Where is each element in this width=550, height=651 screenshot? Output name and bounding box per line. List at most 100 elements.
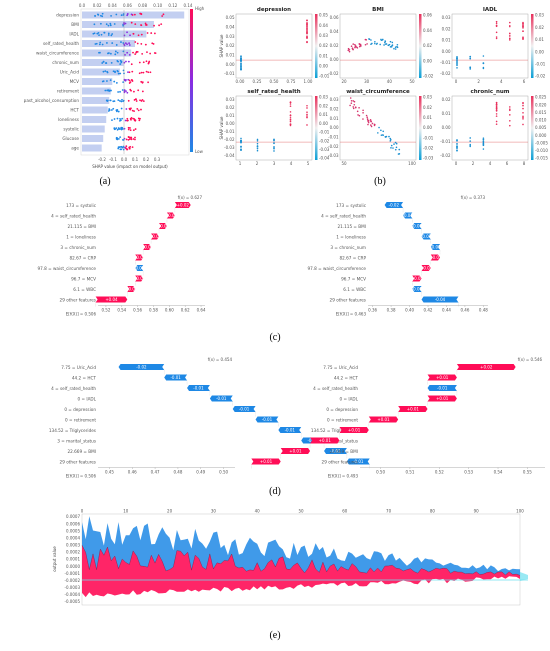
waterfall-x-tick: 0.46 — [460, 308, 469, 313]
colorbar-tick: 0.03 — [535, 13, 544, 18]
y-tick-label: 0.01 — [442, 38, 451, 43]
waterfall-x-tick: 0.55 — [523, 470, 532, 475]
shap-point — [96, 32, 99, 35]
shap-point — [109, 24, 112, 27]
shap-point — [116, 137, 119, 139]
top-tick-label: 0.10 — [153, 3, 162, 8]
waterfall-bar — [209, 395, 233, 402]
dependence-point — [482, 144, 485, 146]
waterfall-value: +0.01 — [141, 244, 154, 249]
shap-point — [117, 91, 120, 93]
x-tick-label: 6 — [506, 161, 509, 166]
shap-point — [97, 13, 100, 16]
shap-point — [151, 42, 154, 45]
dependence-point — [273, 146, 275, 148]
y-tick-label: -0.02 — [328, 144, 339, 149]
dependence-point — [482, 139, 485, 141]
colorbar-tick: 0.03 — [319, 33, 328, 38]
dependence-point — [469, 55, 472, 58]
plot-title: depression — [257, 7, 291, 13]
shap-point — [115, 82, 118, 84]
plot-frame — [451, 13, 529, 79]
shap-point — [122, 139, 125, 141]
dependence-point — [373, 124, 376, 127]
dependence-point — [352, 107, 355, 110]
waterfall-feature-label: 96.7 = MCV — [341, 277, 366, 282]
waterfall-feature-label: 22.669 = BMI — [329, 449, 358, 454]
waterfall-value: +0.01 — [133, 276, 146, 281]
dependence-point — [396, 43, 399, 46]
shap-point — [125, 145, 128, 148]
dependence-point — [522, 116, 524, 119]
dependence-point — [353, 100, 356, 103]
dependence-point — [456, 59, 458, 62]
waterfall-bar — [232, 406, 256, 412]
colorbar-tick: 0.02 — [535, 25, 544, 30]
shap-point — [162, 13, 165, 16]
shap-point — [111, 33, 114, 35]
waterfall-bar — [251, 458, 281, 465]
waterfall-value: +0.01 — [133, 255, 146, 260]
shap-point — [130, 138, 133, 141]
feature-label: chronic_num — [52, 60, 79, 65]
dependence-point — [289, 101, 292, 104]
dependence-point — [370, 43, 372, 45]
shap-point — [113, 80, 116, 83]
force-y-tick: -0.0002 — [65, 578, 81, 583]
shap-point — [116, 109, 119, 111]
shap-point — [127, 139, 130, 141]
dependence-point — [395, 142, 398, 145]
y-tick-label: -0.02 — [440, 153, 451, 158]
waterfall-feature-label: 134.52 = Triglycerides — [49, 428, 96, 433]
dependence-point — [509, 119, 511, 122]
shap-point — [94, 43, 97, 45]
dependence-point — [495, 115, 498, 117]
dependence-point — [509, 114, 511, 116]
force-y-tick: 0.0005 — [66, 528, 80, 533]
shap-point — [142, 71, 145, 74]
dependence-point — [306, 116, 308, 119]
colorbar-tick: -0.03 — [423, 156, 434, 161]
force-y-tick: -0.0003 — [65, 585, 81, 590]
dependence-point — [389, 46, 392, 48]
dependence-point — [509, 106, 511, 108]
dependence-point — [495, 109, 498, 112]
dependence-point — [387, 44, 390, 46]
dependence-point — [522, 102, 524, 105]
waterfall-bar — [174, 202, 191, 208]
dependence-point — [398, 148, 401, 151]
colorbar-tick: -0.01 — [319, 74, 330, 79]
y-tick-label: 0.00 — [442, 125, 451, 130]
shap-point — [137, 34, 140, 37]
colorbar-high: High — [195, 6, 205, 11]
shap-point — [104, 70, 107, 73]
dependence-point — [365, 39, 368, 41]
dependence-point — [306, 104, 308, 107]
dependence-point — [350, 102, 353, 104]
y-tick-label: -0.04 — [224, 153, 235, 158]
x-tick-label: 100 — [408, 161, 416, 166]
dependence-point — [371, 122, 374, 125]
shap-point — [140, 33, 143, 36]
shap-point — [128, 147, 131, 150]
dependence-point — [522, 107, 524, 110]
dependence-point — [289, 124, 292, 127]
force-x-tick: 50 — [298, 509, 304, 514]
waterfall-x-tick: 0.56 — [133, 308, 142, 313]
dependence-point — [289, 123, 292, 125]
waterfall-feature-label: 0 = IADL — [78, 397, 97, 402]
shap-point — [126, 31, 128, 34]
shap-point — [121, 117, 124, 120]
dependence-point — [364, 43, 367, 46]
dependence-point — [380, 129, 382, 132]
waterfall-bar — [159, 223, 167, 229]
shap-point — [136, 51, 139, 53]
top-tick-label: 0.08 — [138, 3, 147, 8]
dependence-point — [456, 140, 458, 142]
waterfall-x-tick: 0.38 — [387, 308, 396, 313]
shap-point — [126, 148, 128, 151]
dependence-point — [306, 23, 308, 26]
waterfall-bar — [403, 212, 413, 219]
shap-point — [146, 32, 149, 34]
waterfall-value: -0.01 — [193, 385, 204, 390]
